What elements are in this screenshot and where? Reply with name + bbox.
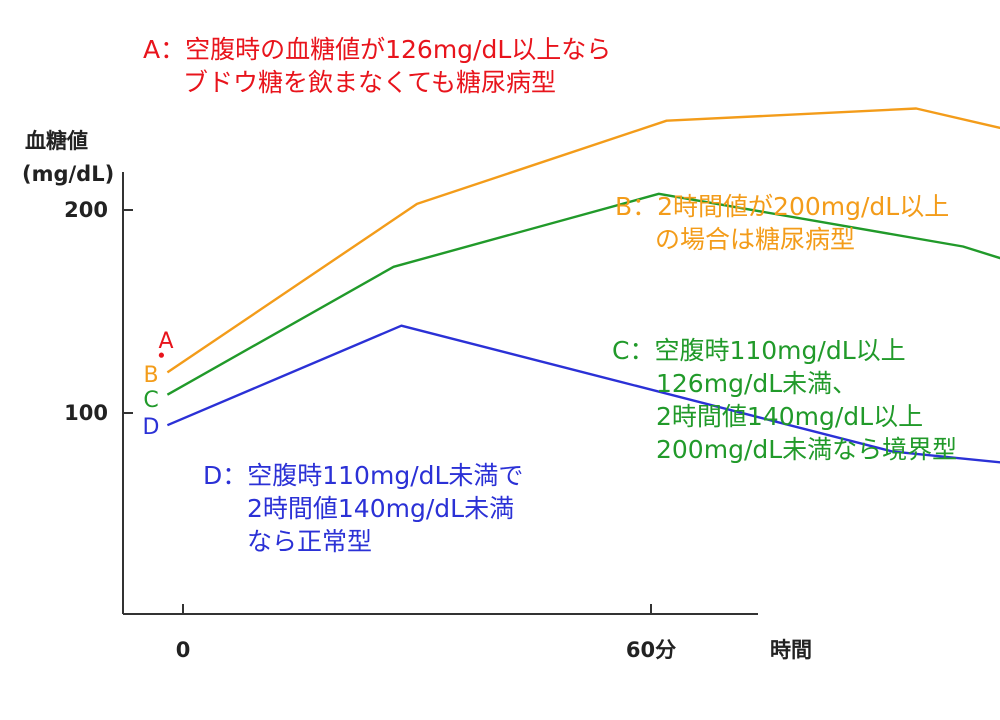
- annotation-c-line-1: C：空腹時110mg/dL以上: [612, 336, 906, 365]
- annotation-a-line-2: ブドウ糖を飲まなくても糖尿病型: [183, 68, 557, 97]
- annotation-d-line-2: 2時間値140mg/dL未満: [247, 494, 515, 523]
- annotation-c-line-3: 2時間値140mg/dL以上: [656, 402, 924, 431]
- annotation-c-line-2: 126mg/dL未満、: [656, 369, 858, 398]
- series-lines: [158, 107, 1000, 464]
- annotation-b: B：2時間値が200mg/dL以上 の場合は糖尿病型: [615, 190, 949, 256]
- annotation-c: C：空腹時110mg/dL以上 126mg/dL未満、 2時間値140mg/dL…: [612, 334, 957, 466]
- x-tick-label-0: 0: [176, 638, 191, 662]
- series-letter-d: D: [143, 415, 160, 440]
- annotation-b-line-2: の場合は糖尿病型: [655, 225, 856, 254]
- y-tick-label-1: 200: [64, 198, 108, 222]
- series-point-a: [158, 352, 164, 358]
- y-tick-label-0: 100: [64, 401, 108, 425]
- series-letter-a: A: [158, 329, 173, 354]
- y-axis-title: 血糖値: [25, 129, 88, 153]
- annotation-a: A：空腹時の血糖値が126mg/dL以上なら ブドウ糖を飲まなくても糖尿病型: [143, 33, 611, 99]
- axes: [122, 172, 758, 615]
- annotation-d-line-1: D：空腹時110mg/dL未満で: [203, 461, 524, 490]
- annotation-a-line-1: A：空腹時の血糖値が126mg/dL以上なら: [143, 35, 612, 64]
- series-line-b: [166, 107, 1000, 374]
- annotation-d-line-3: なら正常型: [247, 527, 373, 556]
- series-letter-c: C: [143, 388, 158, 413]
- y-axis-unit: (mg/dL): [22, 162, 114, 186]
- series-line-d: [166, 324, 1000, 464]
- series-letter-b: B: [143, 363, 158, 388]
- annotation-d: D：空腹時110mg/dL未満で 2時間値140mg/dL未満 なら正常型: [203, 459, 523, 558]
- annotation-c-line-4: 200mg/dL未満なら境界型: [656, 435, 958, 464]
- annotation-b-line-1: B：2時間値が200mg/dL以上: [615, 192, 950, 221]
- series-line-c: [166, 192, 1000, 396]
- x-axis-title: 時間: [770, 638, 812, 662]
- x-tick-label-1: 60分: [626, 638, 676, 662]
